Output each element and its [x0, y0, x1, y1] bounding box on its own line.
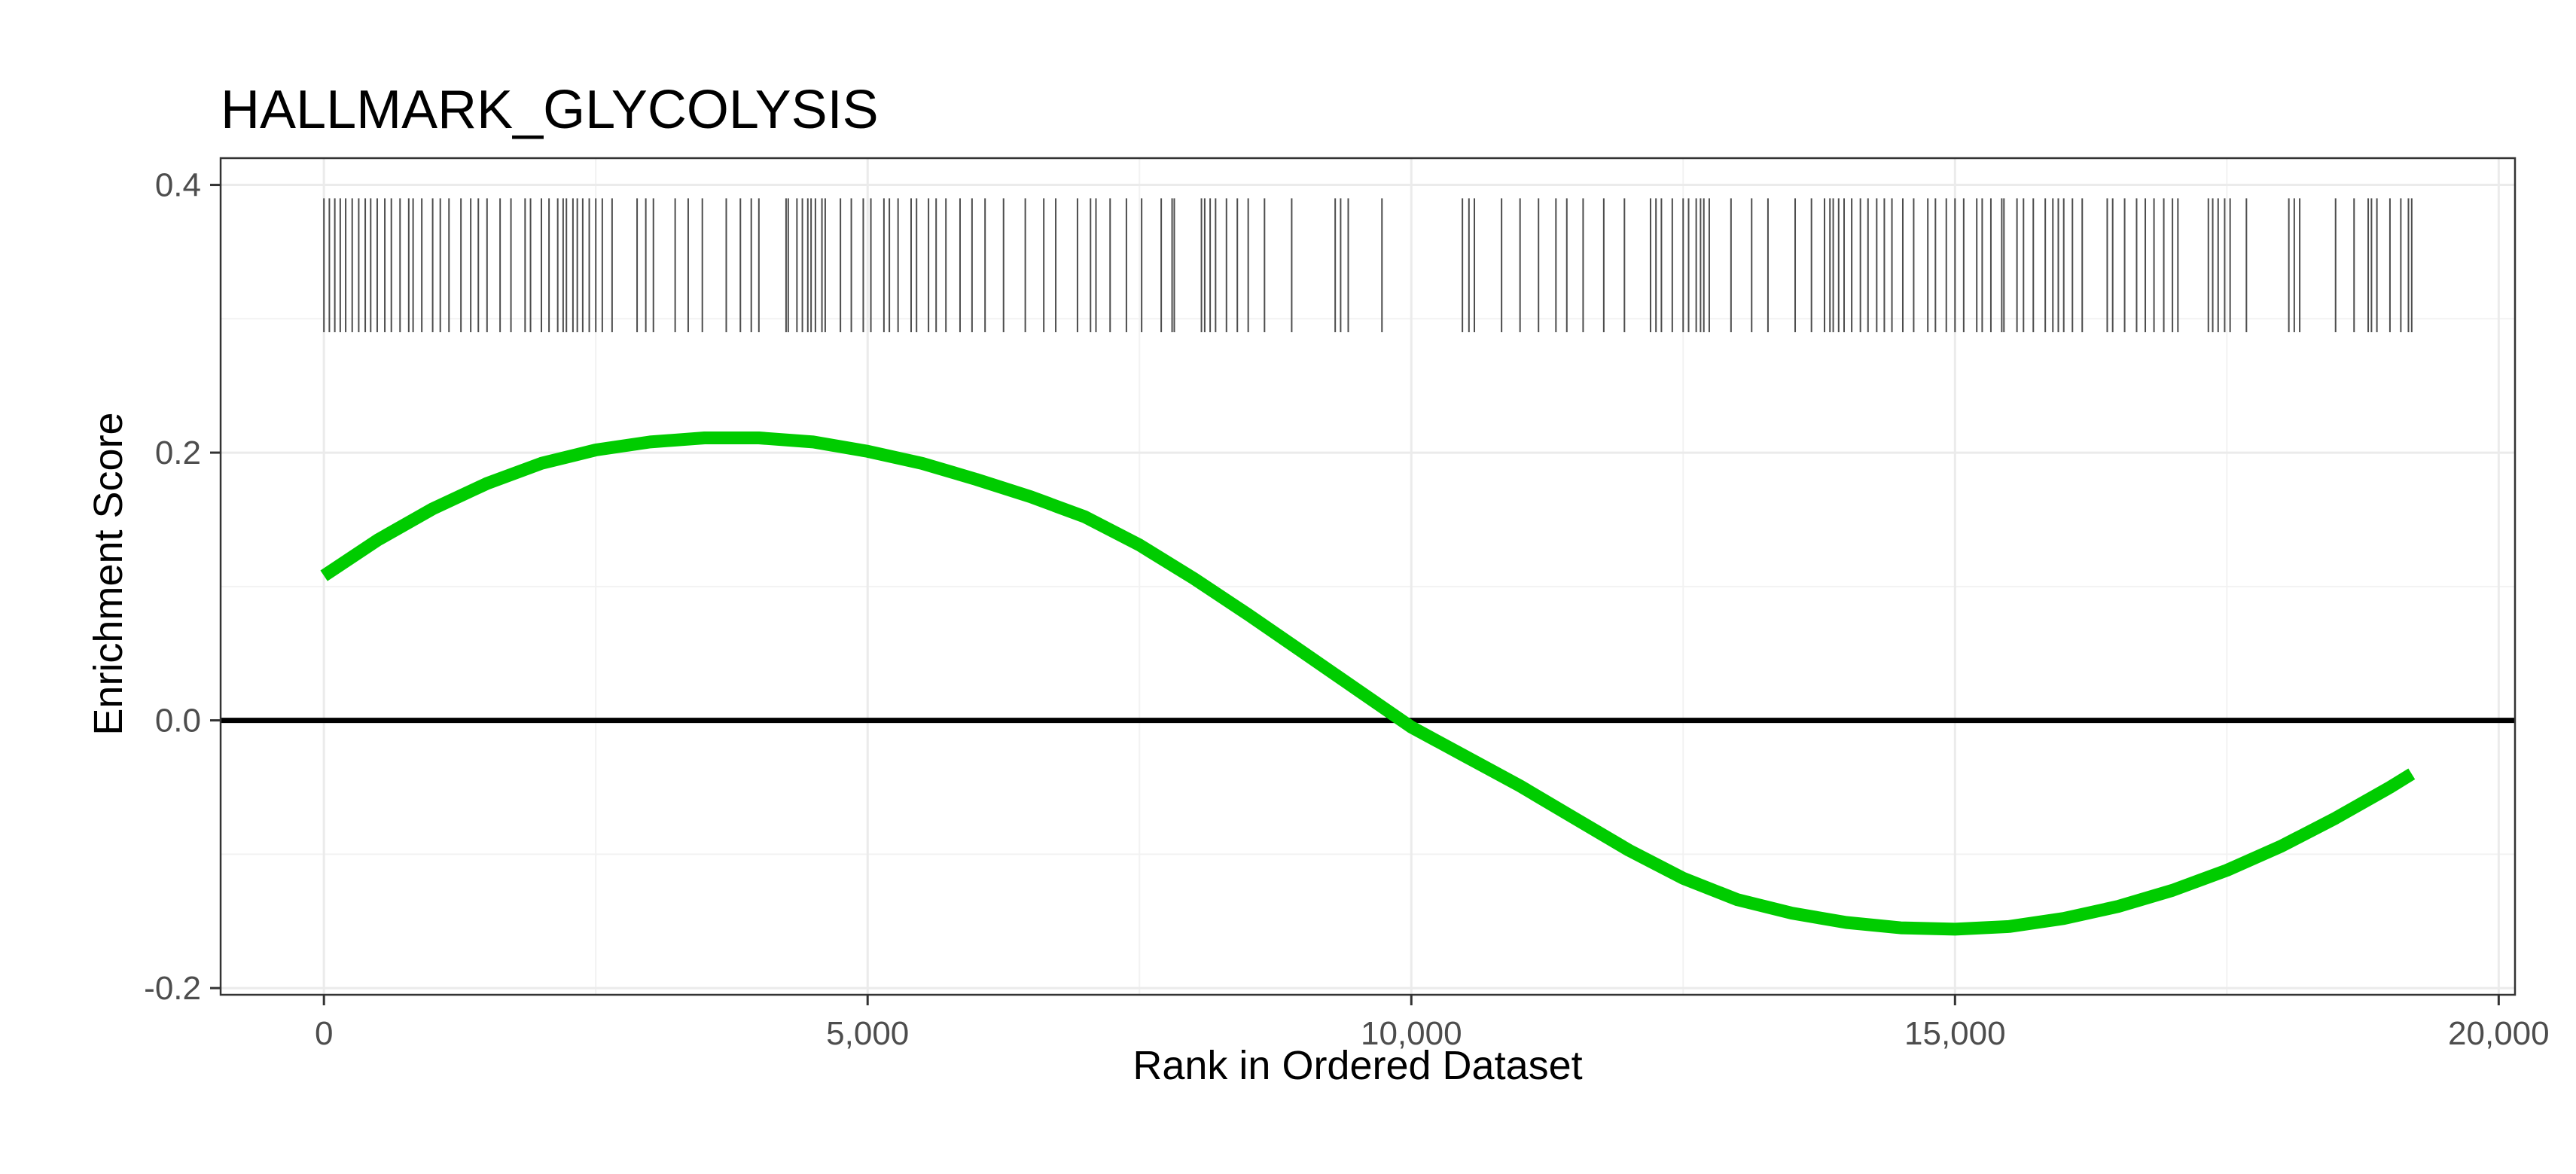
running-score-layer [320, 431, 2416, 936]
axis-ticks [210, 184, 2500, 1005]
x-tick-label: 5,000 [826, 1015, 909, 1052]
x-axis-title: Rank in Ordered Dataset [1133, 1043, 1582, 1088]
y-tick-labels: -0.2 0.0 0.2 0.4 [144, 167, 201, 1008]
plot-panel-border [219, 157, 2517, 996]
x-tick-label: 10,000 [1361, 1015, 1462, 1052]
y-tick-label: 0.2 [155, 435, 201, 471]
x-tick-labels: 0 5,000 10,000 15,000 20,000 [315, 1015, 2550, 1052]
major-gridlines [221, 158, 2515, 995]
y-tick-label: -0.2 [144, 970, 201, 1007]
x-tick-label: 0 [315, 1015, 333, 1052]
y-axis-title: Enrichment Score [86, 412, 131, 735]
y-tick-label: 0.4 [155, 167, 201, 204]
gene-hit-markers [323, 198, 2413, 333]
y-tick-label: 0.0 [155, 703, 201, 739]
enrichment-score-line [320, 431, 2416, 936]
x-tick-label: 15,000 [1904, 1015, 2006, 1052]
x-tick-label: 20,000 [2448, 1015, 2550, 1052]
chart-title: HALLMARK_GLYCOLYSIS [221, 80, 879, 140]
minor-gridlines [221, 158, 2515, 995]
